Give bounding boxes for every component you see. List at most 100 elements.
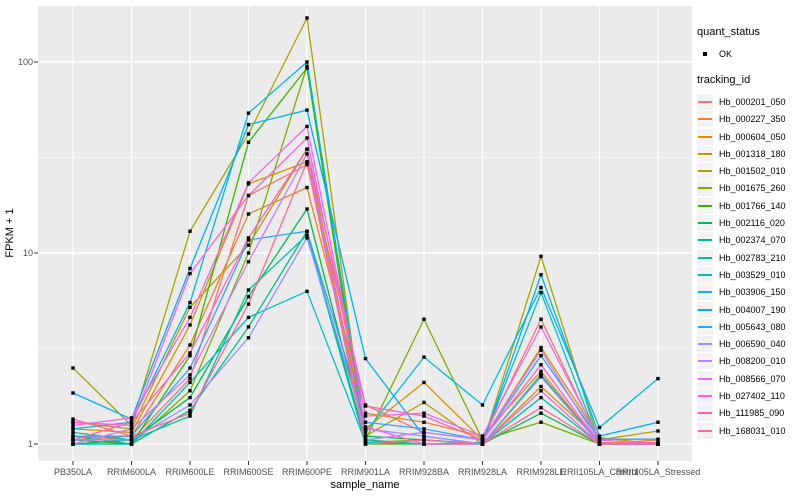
data-point bbox=[188, 323, 192, 327]
data-point bbox=[480, 438, 485, 442]
x-tick-label-RRIM928BA: RRIM928BA bbox=[398, 467, 450, 477]
legend-item-Hb_002374_070: Hb_002374_070 bbox=[697, 232, 799, 249]
data-point bbox=[363, 430, 368, 435]
legend-tracking-id-title: tracking_id bbox=[697, 74, 751, 87]
legend-key-line-icon bbox=[697, 336, 713, 353]
data-point bbox=[305, 60, 309, 64]
legend-item-Hb_111985_090: Hb_111985_090 bbox=[697, 405, 799, 422]
legend-key-line-icon bbox=[697, 249, 713, 266]
data-point bbox=[422, 434, 426, 438]
legend-item-label: Hb_001502_010 bbox=[719, 166, 786, 177]
data-point bbox=[656, 429, 660, 433]
legend-item-label: Hb_004007_190 bbox=[719, 304, 786, 315]
data-point bbox=[188, 343, 192, 347]
legend-item-Hb_005643_080: Hb_005643_080 bbox=[697, 318, 799, 335]
legend-item-Hb_027402_110: Hb_027402_110 bbox=[697, 387, 799, 404]
legend-key-line-icon bbox=[697, 215, 713, 232]
data-point bbox=[480, 434, 485, 438]
data-point bbox=[539, 405, 543, 410]
legend: quant_status OK tracking_id Hb_000201_05… bbox=[697, 26, 799, 439]
data-point bbox=[422, 442, 426, 446]
data-point bbox=[305, 236, 309, 240]
data-point bbox=[129, 442, 134, 446]
data-point bbox=[539, 272, 543, 277]
data-point bbox=[305, 160, 309, 164]
data-point bbox=[71, 391, 75, 395]
data-point bbox=[597, 434, 602, 438]
data-point bbox=[246, 288, 251, 292]
data-point bbox=[597, 438, 602, 442]
legend-item-Hb_000604_050: Hb_000604_050 bbox=[697, 128, 799, 145]
data-point bbox=[188, 351, 192, 355]
data-point bbox=[71, 366, 75, 370]
data-point bbox=[246, 336, 251, 340]
data-point bbox=[246, 315, 251, 320]
data-point bbox=[363, 420, 368, 424]
data-point bbox=[71, 427, 75, 431]
legend-key-line-icon bbox=[697, 197, 713, 214]
data-point bbox=[305, 136, 309, 140]
data-point bbox=[539, 375, 543, 379]
data-point bbox=[422, 438, 426, 442]
data-point bbox=[188, 389, 192, 393]
data-point bbox=[246, 212, 251, 216]
legend-item-ok-label: OK bbox=[719, 48, 733, 59]
data-point bbox=[188, 376, 192, 381]
data-point bbox=[422, 414, 426, 418]
legend-key-line-icon bbox=[697, 128, 713, 145]
legend-key-line-icon bbox=[697, 370, 713, 387]
data-point bbox=[539, 420, 543, 424]
data-point bbox=[539, 373, 543, 377]
data-point bbox=[246, 181, 251, 185]
data-point bbox=[246, 302, 251, 306]
x-tick-label-RRII105LA_Control: RRII105LA_Control bbox=[560, 467, 639, 477]
legend-item-label: Hb_001766_140 bbox=[719, 200, 786, 211]
legend-key-line-icon bbox=[697, 180, 713, 197]
data-point bbox=[539, 325, 543, 329]
data-point bbox=[539, 317, 543, 321]
data-point bbox=[363, 411, 368, 415]
x-tick-label-RRIM928LE: RRIM928LE bbox=[516, 467, 566, 477]
legend-key-line-icon bbox=[697, 387, 713, 404]
data-point bbox=[305, 229, 309, 233]
data-point bbox=[188, 315, 192, 320]
data-point bbox=[188, 271, 192, 276]
ok-point-icon bbox=[697, 46, 713, 62]
data-point bbox=[305, 289, 309, 294]
data-point bbox=[422, 430, 426, 435]
data-point bbox=[129, 416, 134, 420]
data-point bbox=[71, 430, 75, 435]
legend-item-Hb_003529_010: Hb_003529_010 bbox=[697, 266, 799, 283]
data-point bbox=[422, 420, 426, 424]
data-point bbox=[188, 266, 192, 271]
data-point bbox=[480, 403, 485, 407]
legend-item-Hb_001766_140: Hb_001766_140 bbox=[697, 197, 799, 214]
data-point bbox=[246, 325, 251, 329]
data-point bbox=[305, 66, 309, 70]
legend-item-label: Hb_006590_040 bbox=[719, 339, 786, 350]
data-point bbox=[305, 207, 309, 211]
x-tick-label-PB350LA: PB350LA bbox=[53, 467, 93, 477]
legend-item-Hb_003906_150: Hb_003906_150 bbox=[697, 284, 799, 301]
x-tick-label-RRIM928LA: RRIM928LA bbox=[457, 467, 508, 477]
data-point bbox=[305, 162, 309, 167]
data-point bbox=[188, 403, 192, 407]
legend-item-label: Hb_000201_050 bbox=[719, 96, 786, 107]
data-point bbox=[305, 152, 309, 156]
data-point bbox=[539, 411, 543, 415]
data-point bbox=[246, 140, 251, 144]
data-point bbox=[363, 434, 368, 438]
data-point bbox=[188, 373, 192, 377]
data-point bbox=[422, 411, 426, 415]
data-point bbox=[656, 442, 660, 446]
data-point bbox=[188, 395, 192, 400]
legend-key-line-icon bbox=[697, 422, 713, 439]
data-point bbox=[188, 300, 192, 305]
data-point bbox=[246, 251, 251, 255]
legend-item-Hb_002783_210: Hb_002783_210 bbox=[697, 249, 799, 266]
legend-item-label: Hb_002374_070 bbox=[719, 235, 786, 246]
data-point bbox=[246, 260, 251, 264]
legend-item-label: Hb_003906_150 bbox=[719, 287, 786, 298]
legend-item-label: Hb_001318_180 bbox=[719, 148, 786, 159]
